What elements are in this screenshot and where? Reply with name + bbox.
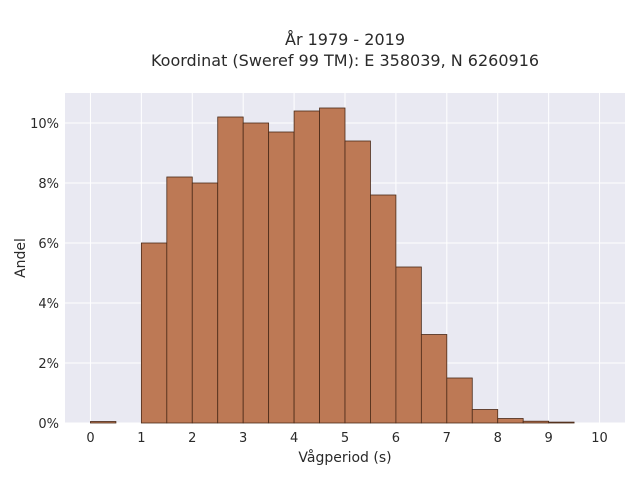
x-tick-label: 2 — [188, 431, 196, 446]
x-axis-ticks: 0 1 2 3 4 5 6 7 8 9 10 — [86, 431, 608, 446]
bars — [90, 107, 575, 424]
chart-title-line1: År 1979 - 2019 — [285, 30, 405, 49]
x-tick-label: 1 — [137, 431, 145, 446]
histogram-bar — [446, 377, 473, 424]
histogram-bar — [140, 242, 168, 424]
histogram-bar — [370, 194, 397, 424]
x-tick-label: 3 — [239, 431, 247, 446]
histogram-bar — [268, 131, 295, 424]
chart-title-line2: Koordinat (Sweref 99 TM): E 358039, N 62… — [151, 51, 539, 70]
histogram-bar — [191, 182, 219, 424]
x-tick-label: 8 — [494, 431, 502, 446]
y-tick-label: 6% — [38, 237, 59, 252]
y-tick-label: 0% — [38, 417, 59, 432]
histogram-bar — [497, 418, 524, 424]
histogram-bar — [217, 116, 244, 424]
histogram-bar — [522, 420, 550, 424]
y-tick-label: 8% — [38, 177, 59, 192]
x-tick-label: 5 — [341, 431, 349, 446]
histogram-bar — [395, 266, 422, 424]
y-tick-label: 2% — [38, 357, 59, 372]
histogram-bar — [166, 176, 193, 424]
x-tick-label: 10 — [591, 431, 608, 446]
y-tick-label: 10% — [30, 117, 59, 132]
x-tick-label: 0 — [86, 431, 94, 446]
y-axis-ticks: 0% 2% 4% 6% 8% 10% — [30, 117, 59, 432]
x-tick-label: 4 — [290, 431, 298, 446]
y-tick-label: 4% — [38, 297, 59, 312]
histogram-bar — [319, 107, 346, 424]
y-axis-label: Andel — [13, 238, 29, 278]
histogram-bar — [471, 409, 499, 424]
histogram-bar — [420, 334, 448, 424]
histogram-bar — [242, 122, 270, 424]
histogram-bar — [548, 421, 575, 424]
histogram-bar — [90, 421, 117, 424]
x-tick-label: 7 — [443, 431, 451, 446]
histogram-bar — [293, 110, 320, 424]
x-tick-label: 6 — [392, 431, 400, 446]
x-axis-label: Vågperiod (s) — [298, 449, 391, 466]
histogram-bar — [344, 140, 371, 424]
x-tick-label: 9 — [544, 431, 552, 446]
